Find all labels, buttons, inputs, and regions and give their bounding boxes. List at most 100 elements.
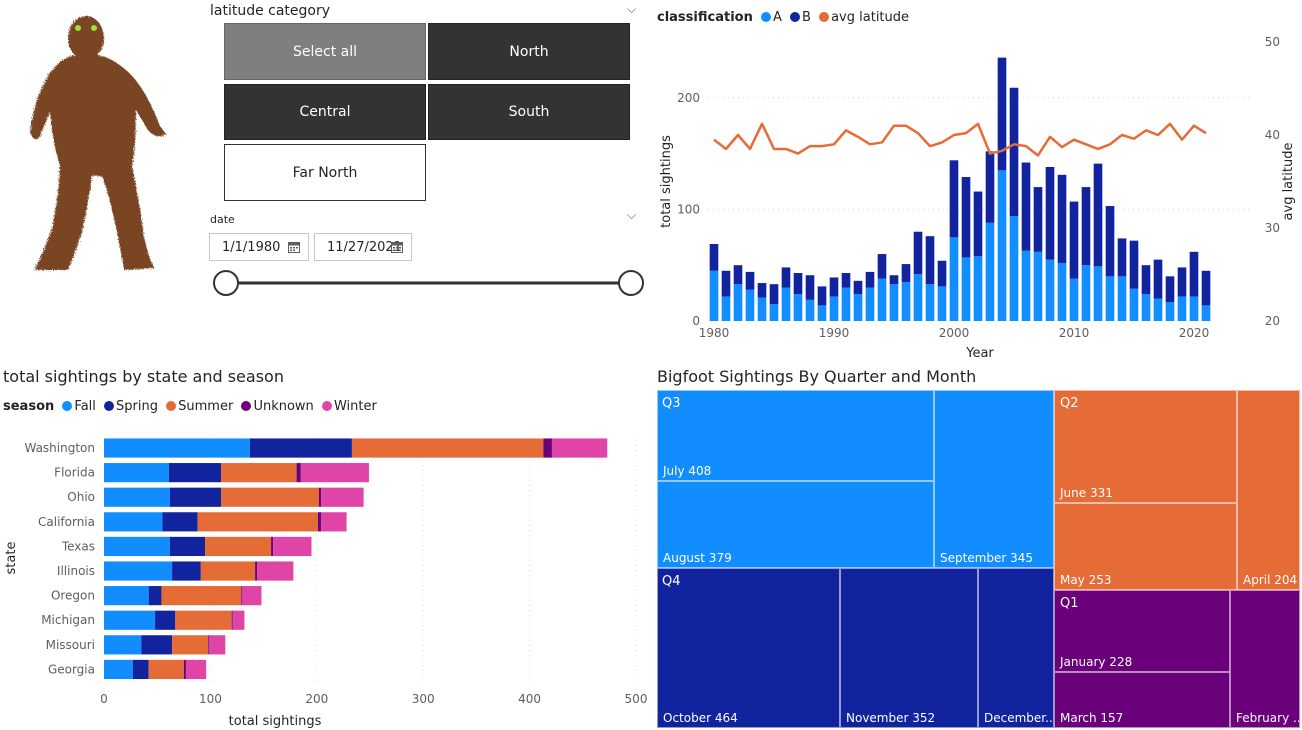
- state-label: Ohio: [67, 490, 95, 504]
- slider-start-handle[interactable]: [213, 270, 239, 296]
- x-tick-label: 0: [100, 692, 108, 706]
- treemap-label-january: January 228: [1060, 655, 1133, 669]
- legend-dot-summer: [166, 401, 177, 411]
- bar-b: [889, 275, 899, 285]
- legend-a[interactable]: A: [772, 10, 782, 25]
- bar-b: [829, 277, 839, 297]
- treemap-cell-may[interactable]: May 253: [1054, 503, 1237, 590]
- bar-b: [997, 57, 1007, 171]
- chevron-down-icon[interactable]: ⌵: [627, 2, 637, 16]
- treemap-cell-february[interactable]: February ...: [1230, 590, 1300, 728]
- bar-summer: [172, 635, 209, 655]
- bar-b: [949, 160, 959, 238]
- treemap-label-june: June 331: [1060, 486, 1113, 500]
- bar-b: [1117, 238, 1127, 277]
- legend-winter[interactable]: Winter: [333, 399, 377, 414]
- end-date-input[interactable]: 11/27/2021: [314, 233, 412, 261]
- treemap-cell-january[interactable]: January 228: [1054, 590, 1230, 672]
- bar-b: [901, 264, 911, 282]
- chevron-down-icon[interactable]: ⌵: [627, 208, 637, 222]
- bar-winter: [257, 561, 294, 581]
- treemap-cell-june[interactable]: June 331: [1054, 390, 1237, 503]
- bar-summer: [205, 536, 272, 557]
- latitude-slicer-title: latitude category: [210, 3, 331, 19]
- bar-b: [733, 265, 743, 285]
- bar-a: [1045, 259, 1055, 321]
- legend-b[interactable]: B: [802, 10, 811, 25]
- bar-b: [1141, 265, 1151, 295]
- bar-unknown: [317, 512, 322, 532]
- calendar-icon[interactable]: [288, 241, 300, 253]
- treemap-cell-october[interactable]: October 464: [657, 568, 840, 728]
- y2-tick-label: 50: [1265, 35, 1280, 49]
- treemap-cell-december[interactable]: December...: [978, 568, 1054, 728]
- treemap-label-november: November 352: [846, 711, 936, 725]
- bar-fall: [104, 487, 170, 507]
- treemap-cell-july[interactable]: July 408: [657, 390, 934, 481]
- bar-b: [745, 271, 755, 290]
- bar-spring: [172, 561, 201, 581]
- legend-summer[interactable]: Summer: [178, 399, 234, 414]
- legend-avg-latitude[interactable]: avg latitude: [831, 10, 910, 25]
- x-tick-label: 300: [412, 692, 435, 706]
- bar-unknown: [241, 586, 243, 606]
- bar-b: [961, 177, 971, 258]
- bar-b: [1129, 240, 1139, 289]
- bar-spring: [169, 487, 222, 507]
- bar-a: [889, 284, 899, 321]
- treemap-cell-september[interactable]: September 345: [934, 390, 1054, 568]
- treemap-label-december: December...: [984, 711, 1054, 725]
- start-date-input[interactable]: 1/1/1980: [209, 233, 309, 261]
- bar-summer: [351, 438, 544, 458]
- legend-unknown[interactable]: Unknown: [253, 399, 314, 414]
- bar-fall: [104, 463, 169, 483]
- legend-fall[interactable]: Fall: [74, 399, 96, 414]
- bar-b: [1021, 162, 1031, 251]
- bar-a: [1033, 251, 1043, 321]
- bar-a: [973, 256, 983, 321]
- tile-select-all[interactable]: Select all: [224, 23, 426, 80]
- bar-a: [949, 237, 959, 321]
- bar-fall: [104, 610, 156, 630]
- legend-spring[interactable]: Spring: [116, 399, 158, 414]
- bar-a: [925, 284, 935, 321]
- state-label: Washington: [24, 441, 95, 455]
- treemap-label-august: August 379: [663, 551, 732, 565]
- slider-end-handle[interactable]: [618, 270, 644, 296]
- x-tick-label: 500: [625, 692, 648, 706]
- y-tick-label: 100: [677, 202, 700, 216]
- tile-north[interactable]: North: [428, 23, 630, 80]
- bar-summer: [221, 487, 319, 507]
- treemap-label-march: March 157: [1060, 711, 1124, 725]
- treemap-cell-march[interactable]: March 157: [1054, 672, 1230, 728]
- treemap-cell-november[interactable]: November 352: [840, 568, 978, 728]
- tile-south[interactable]: South: [428, 84, 630, 140]
- bar-a: [1189, 296, 1199, 321]
- bar-a: [1165, 302, 1175, 321]
- tile-central[interactable]: Central: [224, 84, 426, 140]
- treemap-label-september: September 345: [940, 551, 1034, 565]
- bar-b: [757, 283, 767, 298]
- state-label: California: [38, 515, 95, 529]
- bar-b: [865, 271, 875, 288]
- bar-a: [1081, 265, 1091, 321]
- treemap-cell-august[interactable]: August 379: [657, 481, 934, 568]
- combo-legend-title: classification: [657, 10, 753, 25]
- x-tick-label: 2020: [1179, 326, 1210, 340]
- treemap-q3-label: Q3: [662, 396, 681, 411]
- bar-winter: [185, 659, 207, 680]
- legend-dot-fall: [62, 401, 73, 411]
- bar-unknown: [318, 487, 322, 507]
- treemap-label-february: February ...: [1236, 711, 1300, 725]
- tile-far-north[interactable]: Far North: [224, 144, 426, 201]
- bar-a: [937, 286, 947, 321]
- treemap-cell-april[interactable]: April 204: [1237, 390, 1300, 590]
- date-range-slider[interactable]: [210, 266, 650, 300]
- bar-a: [769, 304, 779, 321]
- bar-spring: [132, 659, 149, 680]
- bar-a: [745, 289, 755, 321]
- bar-a: [1093, 266, 1103, 321]
- bar-b: [805, 275, 815, 300]
- calendar-icon[interactable]: [391, 241, 403, 253]
- start-date-value: 1/1/1980: [222, 239, 281, 255]
